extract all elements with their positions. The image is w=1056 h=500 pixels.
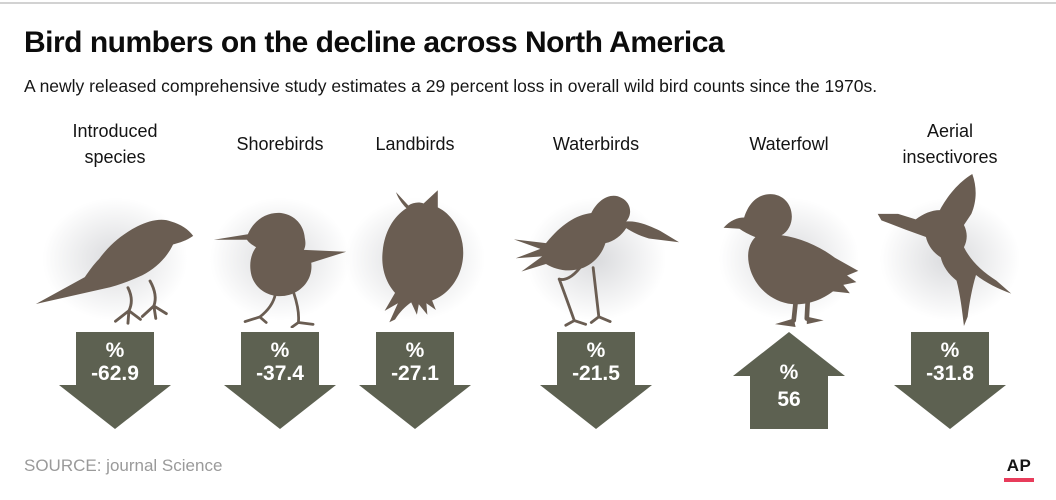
heron-icon: [512, 164, 680, 328]
svg-text:%: %: [941, 339, 960, 362]
svg-text:-62.9: -62.9: [91, 362, 139, 385]
bird-group-waterbirds: Waterbirds % -21.5: [512, 112, 680, 434]
sandpiper-icon: [196, 164, 364, 328]
svg-text:%: %: [406, 339, 425, 362]
bird-group-aerial-insectivores: Aerial insectivores % -31.8: [866, 112, 1034, 434]
bird-group-landbirds: Landbirds % -27.1: [331, 112, 499, 434]
decline-arrow: % -27.1: [331, 332, 499, 429]
svg-text:%: %: [587, 339, 606, 362]
page-title: Bird numbers on the decline across North…: [24, 26, 725, 59]
bird-group-waterfowl: Waterfowl % 56: [705, 112, 873, 434]
owl-icon: [331, 164, 499, 328]
ap-logo-text: AP: [1006, 456, 1032, 475]
decline-arrow: % -37.4: [196, 332, 364, 429]
swallow-icon: [866, 164, 1034, 328]
top-divider: [0, 2, 1056, 4]
svg-text:%: %: [106, 339, 125, 362]
svg-text:%: %: [271, 339, 290, 362]
bird-group-shorebirds: Shorebirds % -37.4: [196, 112, 364, 434]
bird-group-introduced-species: Introduced species % -62.9: [28, 112, 202, 434]
group-label: Waterbirds: [552, 133, 640, 154]
decline-arrow: % -62.9: [28, 332, 202, 429]
group-label: Landbirds: [375, 133, 455, 154]
svg-text:-31.8: -31.8: [926, 362, 974, 385]
group-label: Shorebirds: [236, 133, 324, 154]
ap-logo-red-bar: [1004, 478, 1034, 482]
group-label: Introduced species: [72, 120, 158, 167]
group-label: Aerial insectivores: [902, 120, 998, 167]
sparrow-icon: [28, 164, 202, 328]
decline-arrow: % -31.8: [866, 332, 1034, 429]
increase-arrow: % 56: [705, 332, 873, 429]
svg-text:-27.1: -27.1: [391, 362, 439, 385]
duck-icon: [705, 164, 873, 328]
decline-arrow: % -21.5: [512, 332, 680, 429]
ap-logo: AP: [1004, 456, 1034, 482]
svg-text:-21.5: -21.5: [572, 362, 620, 385]
page-subtitle: A newly released comprehensive study est…: [24, 76, 878, 96]
svg-text:-37.4: -37.4: [256, 362, 304, 385]
svg-text:56: 56: [777, 388, 800, 411]
group-label: Waterfowl: [749, 133, 829, 154]
source-credit: SOURCE: journal Science: [24, 456, 223, 475]
svg-text:%: %: [780, 361, 799, 384]
